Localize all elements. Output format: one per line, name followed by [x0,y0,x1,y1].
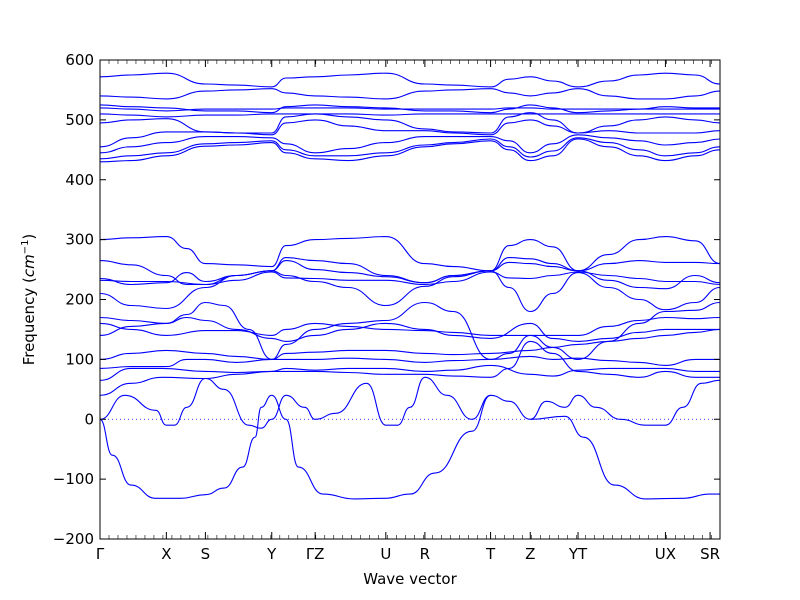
dispersion-branch-1 [99,394,272,499]
dispersion-branch-26 [99,104,720,114]
x-tick-label: T [485,545,496,563]
dispersion-branch-19 [99,138,721,163]
y-tick-label: 400 [65,171,94,189]
x-tick-label: UX [655,545,676,563]
dispersion-branch-28 [99,72,721,88]
x-tick-label: U [380,545,391,563]
x-axis: Γ X S Y ΓZ U R T Z YT UX SR [96,60,720,563]
y-tick-label: 100 [65,350,94,368]
x-tick-label: Y [266,545,277,563]
y-tick-label: 500 [65,111,94,129]
y-axis: −200 −100 0 100 200 300 400 500 600 [53,51,720,548]
y-tick-label: −100 [53,470,94,488]
x-tick-label: SR [700,545,720,563]
dispersion-branch-27 [99,88,721,100]
dispersion-branch-9 [99,355,720,369]
y-axis-label-unit: cm [20,254,38,277]
x-tick-label: R [420,545,430,563]
dispersion-branch-8 [99,364,720,381]
series-layer [99,72,721,500]
dispersion-branch-21 [99,134,721,154]
dispersion-branch-17 [99,257,721,286]
y-tick-label: −200 [53,530,94,548]
y-axis-label-close: ) [20,234,38,240]
dispersion-branch-20 [99,137,721,160]
x-tick-label: Z [525,545,535,563]
dispersion-branch-7 [99,340,720,396]
y-tick-label: 200 [65,291,94,309]
x-tick-label: X [161,545,171,563]
dispersion-branch-18 [99,236,721,272]
dispersion-branch-6 [530,379,721,426]
x-tick-label: ΓZ [306,545,325,563]
dispersion-branch-24 [99,113,720,118]
y-axis-label-unit-exponent: −1 [20,240,31,255]
dispersion-branch-3 [530,415,720,500]
dispersion-branch-23 [99,112,721,134]
dispersion-branch-5 [271,376,531,426]
dispersion-branch-2 [271,394,491,500]
x-tick-label: S [201,545,211,563]
x-axis-label: Wave vector [363,570,457,588]
dispersion-branch-4 [99,377,272,429]
dispersion-branch-15 [99,271,721,286]
dispersion-branch-25 [99,107,720,112]
y-tick-label: 600 [65,51,94,69]
dispersion-branch-14 [99,270,721,313]
y-tick-label: 300 [65,231,94,249]
y-tick-label: 0 [84,410,94,428]
dispersion-branch-22 [99,119,721,148]
y-axis-label-text: Frequency ( [20,277,38,365]
y-axis-label: Frequency (cm−1) [20,234,38,366]
dispersion-branch-11 [99,316,720,342]
x-tick-label: Γ [96,545,105,563]
dispersion-branch-10 [99,328,721,360]
dispersion-branch-13 [99,301,721,360]
dispersion-branch-12 [99,316,721,336]
x-tick-label: YT [568,545,588,563]
